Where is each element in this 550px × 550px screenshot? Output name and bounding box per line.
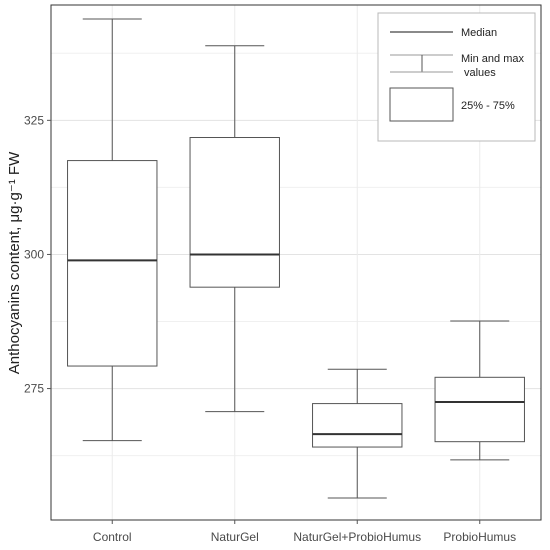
axis-ticks: 275 300 325 Control NaturGel NaturGel+ProbioH… [24, 113, 516, 544]
box-naturgel [189, 45, 280, 413]
iqr-box [312, 403, 403, 448]
box-series [67, 18, 525, 499]
iqr-box [434, 376, 525, 443]
legend-median-label: Median [461, 27, 497, 39]
legend-range-label-line2: values [464, 67, 496, 79]
y-tick-label: 275 [24, 382, 44, 396]
y-tick-label: 300 [24, 247, 44, 261]
plot-area-border [50, 4, 542, 521]
iqr-box [67, 160, 158, 367]
x-tick-label: NaturGel [211, 530, 259, 544]
legend-iqr-swatch [389, 87, 454, 122]
legend-range-label-line1: Min and max [461, 53, 524, 65]
legend: Median Min and max values 25% - 75% [377, 12, 536, 142]
x-tick-label: ProbioHumus [443, 530, 516, 544]
legend-iqr-label: 25% - 75% [461, 100, 515, 112]
box-probiohumus [434, 320, 525, 461]
x-tick-label: NaturGel+ProbioHumus [293, 530, 421, 544]
box-naturgel-probiohumus [312, 368, 403, 499]
y-axis-title: Anthocyanins content, μg·g⁻¹ FW [6, 151, 23, 374]
box-control [67, 18, 158, 442]
x-tick-label: Control [93, 530, 132, 544]
iqr-box [189, 137, 280, 288]
y-tick-label: 325 [24, 113, 44, 127]
